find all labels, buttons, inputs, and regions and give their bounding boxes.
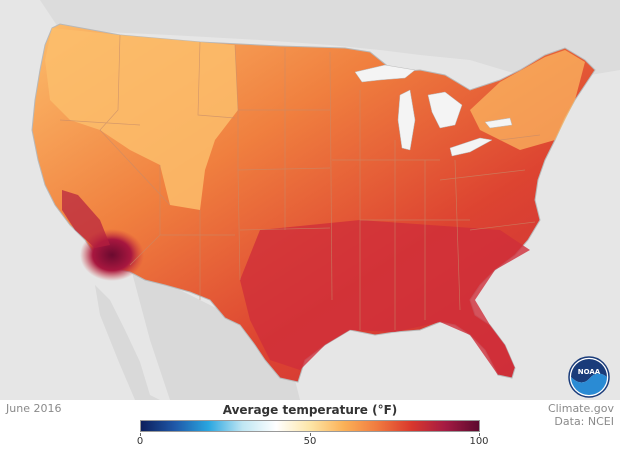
mexico-mainland [130,265,300,400]
lake-huron [427,91,463,129]
noaa-logo: NOAA [568,356,610,398]
california-central-valley-hot [62,190,110,248]
southeast-hot-region [240,220,530,375]
us-temperature-map [31,0,620,400]
footer-bar: June 2016 Climate.gov Data: NCEI Average… [0,400,620,450]
legend-tick-min [140,433,141,436]
credit-data: Data: NCEI [554,415,614,428]
credit-source: Climate.gov [547,402,614,415]
map-area: NOAA [0,0,620,400]
legend-color-bar [140,420,480,432]
legend-label-max: 100 [469,436,489,447]
lake-ontario [484,117,513,129]
northern-rockies-cool-region [45,28,238,210]
state-boundaries [59,34,541,330]
legend-label-mid: 50 [303,436,317,447]
legend-tick-mid [310,433,311,436]
lake-erie [449,137,493,157]
credit-block: Climate.gov Data: NCEI [548,402,614,428]
legend-label-min: 0 [136,436,144,447]
legend-title: Average temperature (°F) [222,403,398,417]
legend-tick-max [479,433,480,436]
noaa-logo-text: NOAA [578,368,601,376]
baja-peninsula [95,285,160,400]
date-label: June 2016 [6,402,62,415]
lake-superior [354,64,416,83]
canada-land [40,0,620,75]
lake-michigan [397,89,416,151]
